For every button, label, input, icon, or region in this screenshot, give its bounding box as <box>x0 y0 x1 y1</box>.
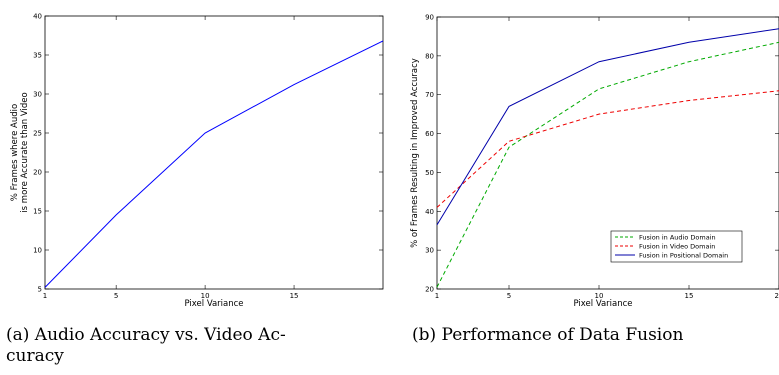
caption-b: (b) Performance of Data Fusion <box>412 325 779 346</box>
y-tick-label: 25 <box>33 130 42 138</box>
caption-a: (a) Audio Accuracy vs. Video Ac- curacy <box>6 325 386 367</box>
x-tick-label: 1 <box>435 292 439 300</box>
legend-label: Fusion in Video Domain <box>639 242 715 250</box>
y-axis-label: % Frames where Audio <box>10 104 20 201</box>
y-axis-label: % of Frames Resulting in Improved Accura… <box>410 58 420 248</box>
legend-label: Fusion in Positional Domain <box>639 251 728 259</box>
legend-label: Fusion in Audio Domain <box>639 233 716 241</box>
y-tick-label: 70 <box>425 91 434 99</box>
y-tick-label: 40 <box>425 208 434 216</box>
x-tick-label: 2 <box>775 292 779 300</box>
x-tick-label: 15 <box>685 292 694 300</box>
x-tick-label: 10 <box>201 292 210 300</box>
y-tick-label: 35 <box>33 52 42 60</box>
y-tick-label: 5 <box>38 286 42 294</box>
y-tick-label: 30 <box>425 247 434 255</box>
x-tick-label: 5 <box>507 292 511 300</box>
caption-a-line-1: (a) Audio Accuracy vs. Video Ac- <box>6 325 286 345</box>
y-tick-label: 20 <box>425 286 434 294</box>
caption-a-line-2: curacy <box>6 346 64 366</box>
series-line-fusion-in-positional-domain <box>436 28 779 226</box>
x-tick-label: 5 <box>114 292 118 300</box>
y-tick-label: 15 <box>33 208 42 216</box>
y-tick-label: 80 <box>425 52 434 60</box>
series-line-0 <box>44 40 384 288</box>
y-tick-label: 30 <box>33 91 42 99</box>
y-tick-label: 60 <box>425 130 434 138</box>
y-tick-label: 20 <box>33 169 42 177</box>
series-line-fusion-in-video-domain <box>436 90 779 208</box>
y-axis-label: is more Accurate than Video <box>20 92 30 212</box>
y-tick-label: 50 <box>425 169 434 177</box>
y-tick-label: 10 <box>33 247 42 255</box>
x-tick-label: 15 <box>290 292 299 300</box>
plot-frame <box>44 15 384 290</box>
y-tick-label: 40 <box>33 13 42 21</box>
x-axis-label: Pixel Variance <box>184 299 243 309</box>
x-tick-label: 1 <box>43 292 47 300</box>
x-axis-label: Pixel Variance <box>573 299 632 309</box>
x-tick-label: 10 <box>595 292 604 300</box>
plot-frame <box>436 16 779 290</box>
caption-b-line-1: (b) Performance of Data Fusion <box>412 325 684 345</box>
y-tick-label: 90 <box>425 14 434 22</box>
